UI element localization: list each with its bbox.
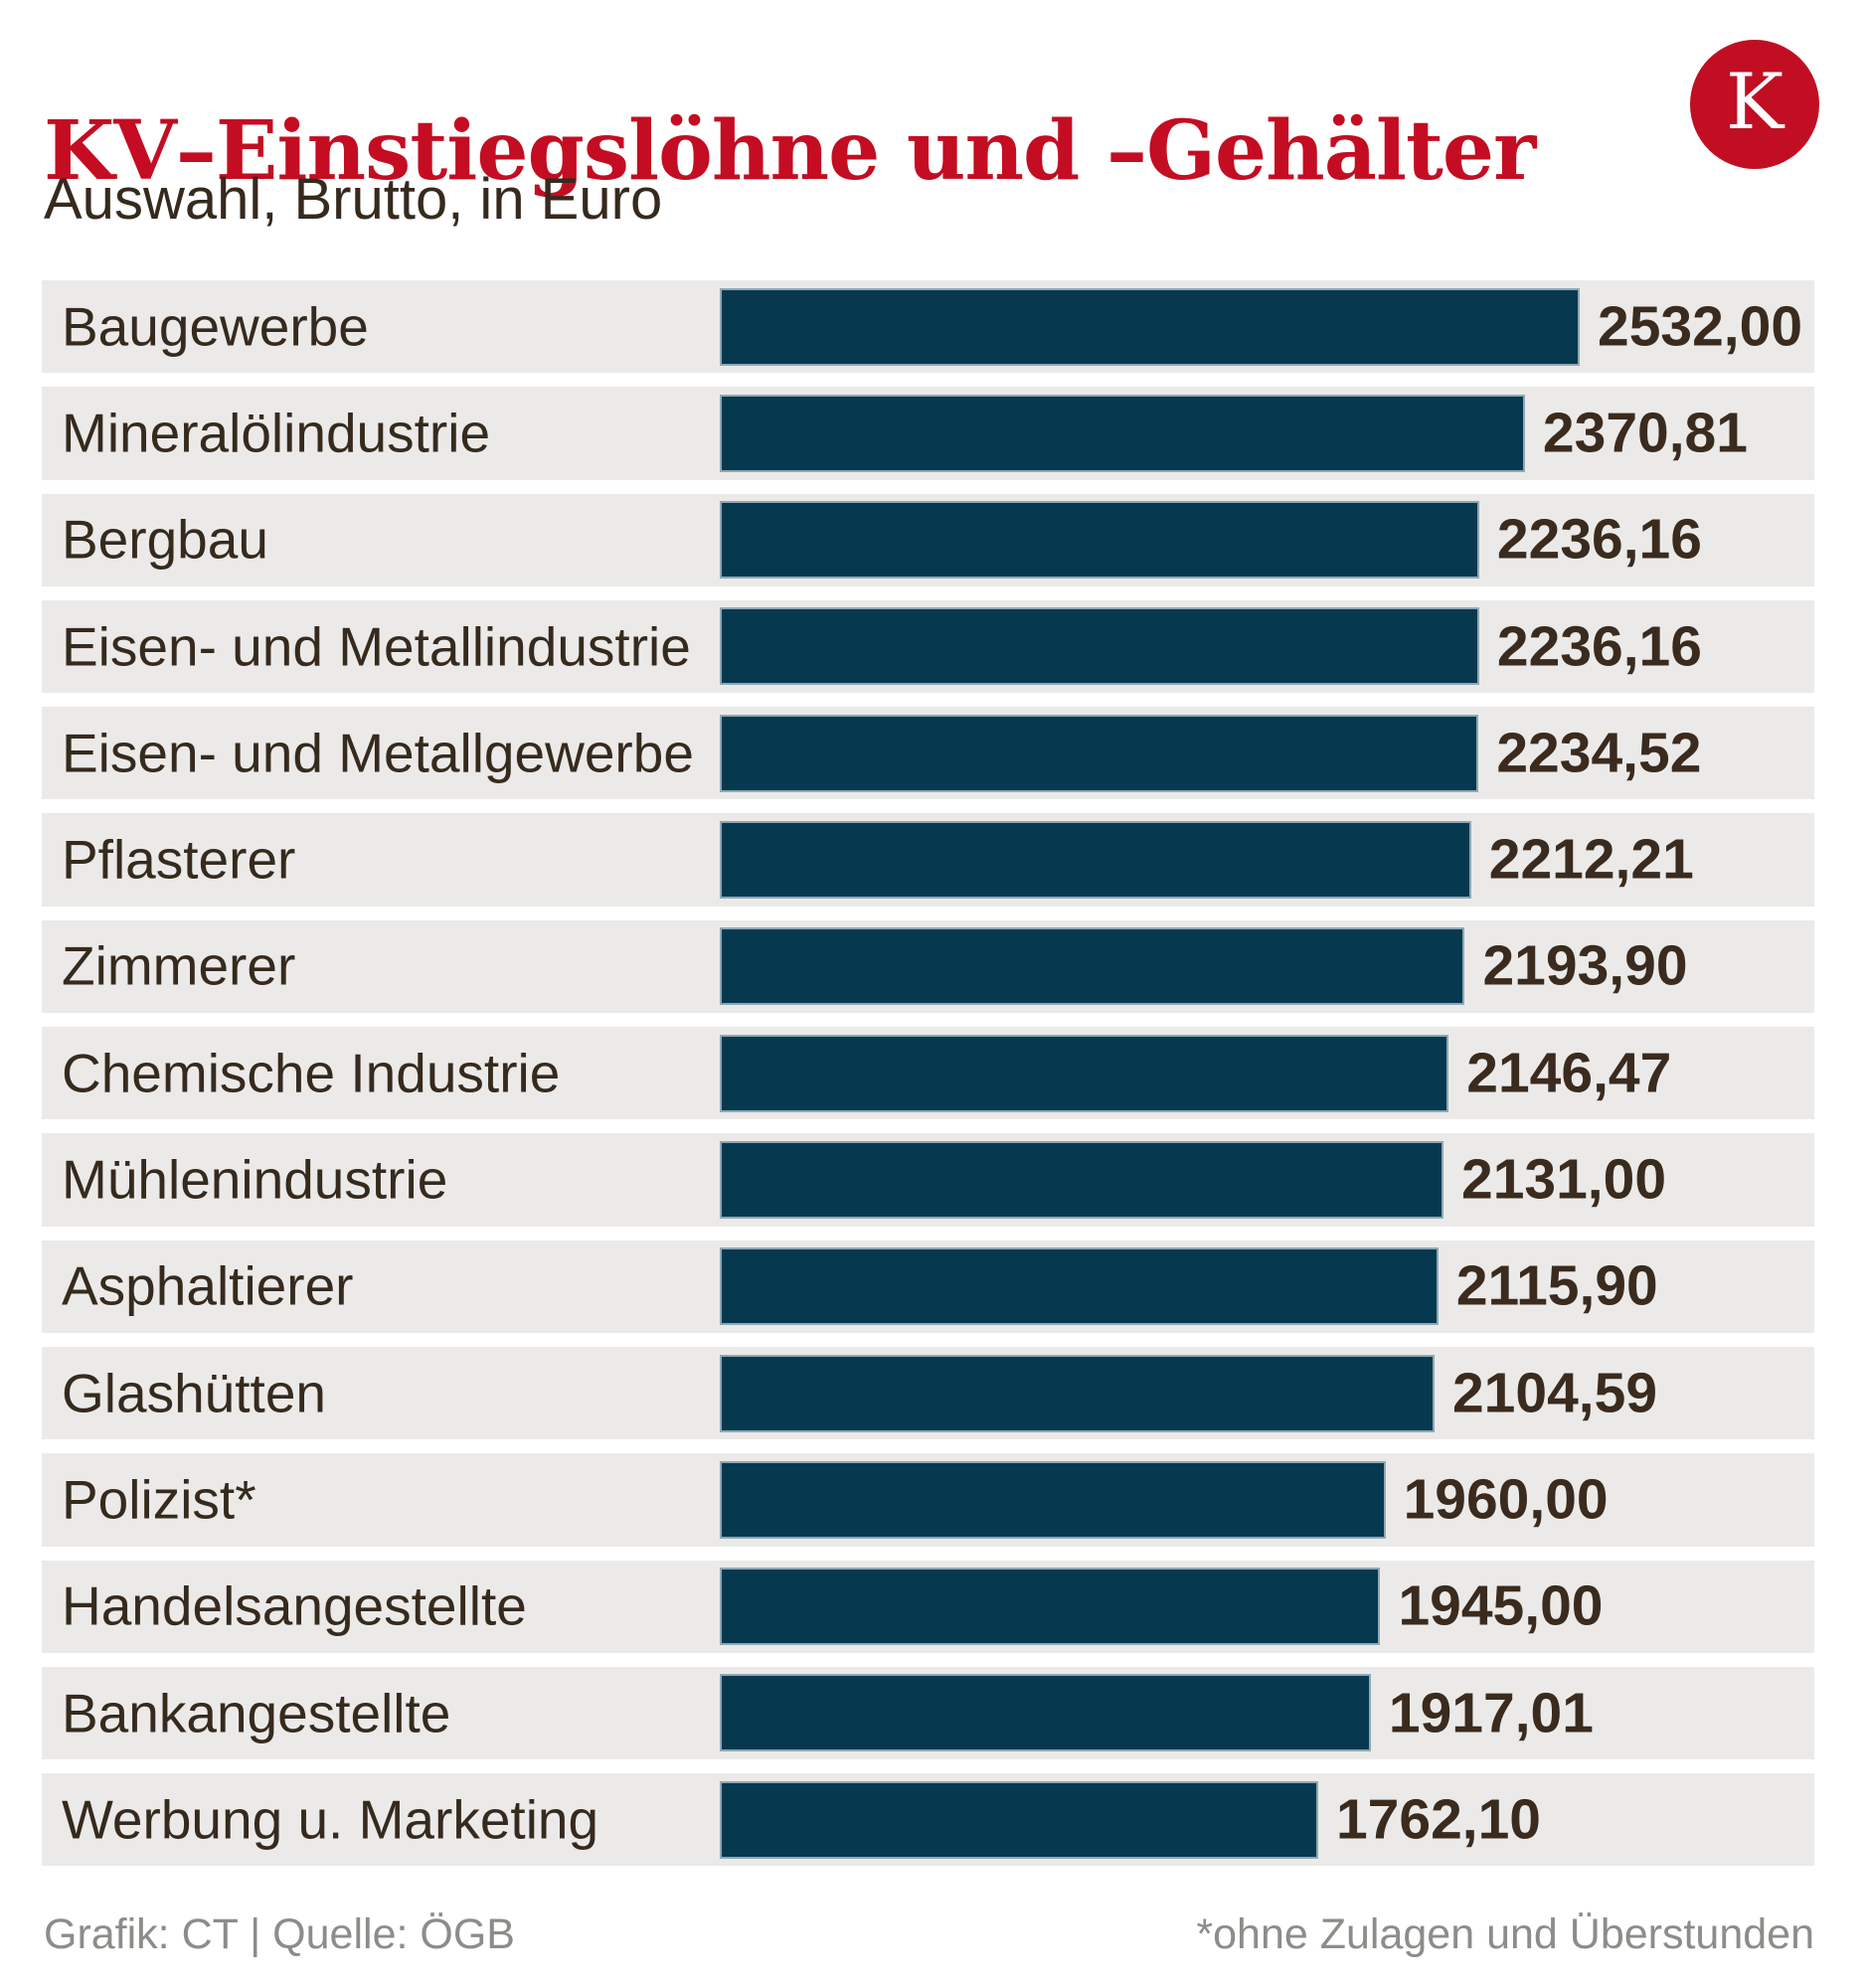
table-row: Chemische Industrie 2146,47 bbox=[42, 1027, 1814, 1120]
value-bar bbox=[720, 1140, 1443, 1219]
category-label: Bankangestellte bbox=[62, 1682, 451, 1743]
category-label: Asphaltierer bbox=[62, 1254, 354, 1317]
category-label: Eisen- und Metallgewerbe bbox=[62, 722, 694, 784]
value-label: 2193,90 bbox=[1482, 933, 1688, 998]
value-label: 2236,16 bbox=[1496, 614, 1702, 679]
value-label: 2236,16 bbox=[1496, 507, 1702, 572]
category-label: Baugewerbe bbox=[62, 295, 369, 358]
footer-credit: Grafik: CT | Quelle: ÖGB bbox=[44, 1910, 515, 1958]
value-label: 2212,21 bbox=[1488, 827, 1694, 892]
value-label: 2115,90 bbox=[1455, 1253, 1658, 1318]
table-row: Werbung u. Marketing 1762,10 bbox=[42, 1773, 1814, 1867]
logo-letter: K bbox=[1725, 58, 1784, 147]
category-label: Glashütten bbox=[62, 1362, 327, 1424]
value-label: 1917,01 bbox=[1388, 1681, 1594, 1744]
category-label: Bergbau bbox=[62, 508, 268, 571]
table-row: Mühlenindustrie 2131,00 bbox=[42, 1133, 1814, 1227]
value-bar bbox=[720, 714, 1479, 792]
value-bar bbox=[720, 1780, 1318, 1859]
table-row: Eisen- und Metallgewerbe 2234,52 bbox=[42, 707, 1814, 800]
value-label: 2104,59 bbox=[1451, 1361, 1658, 1425]
table-row: Baugewerbe 2532,00 bbox=[42, 280, 1814, 374]
value-bar bbox=[720, 1568, 1381, 1646]
value-bar bbox=[720, 287, 1580, 366]
table-row: Handelsangestellte 1945,00 bbox=[42, 1560, 1814, 1653]
table-row: Eisen- und Metallindustrie 2236,16 bbox=[42, 599, 1814, 694]
value-bar bbox=[720, 1460, 1386, 1539]
category-label: Pflasterer bbox=[62, 828, 296, 891]
value-label: 2131,00 bbox=[1461, 1147, 1667, 1212]
value-label: 2532,00 bbox=[1598, 294, 1803, 359]
category-label: Werbung u. Marketing bbox=[62, 1788, 599, 1851]
category-label: Chemische Industrie bbox=[62, 1042, 561, 1104]
table-row: Glashütten 2104,59 bbox=[42, 1346, 1814, 1440]
value-bar bbox=[720, 607, 1479, 686]
category-label: Handelsangestellte bbox=[62, 1574, 527, 1637]
category-label: Eisen- und Metallindustrie bbox=[62, 615, 691, 678]
value-label: 1762,10 bbox=[1335, 1787, 1542, 1852]
table-row: Mineralölindustrie 2370,81 bbox=[42, 387, 1814, 480]
value-label: 1945,00 bbox=[1398, 1574, 1604, 1638]
value-label: 2370,81 bbox=[1542, 401, 1748, 465]
table-row: Bankangestellte 1917,01 bbox=[42, 1666, 1814, 1760]
category-label: Mineralölindustrie bbox=[62, 402, 491, 464]
value-label: 1960,00 bbox=[1403, 1467, 1609, 1532]
bar-chart: Baugewerbe 2532,00 Mineralölindustrie 23… bbox=[42, 280, 1814, 1880]
category-label: Mühlenindustrie bbox=[62, 1148, 448, 1211]
value-bar bbox=[720, 394, 1525, 472]
chart-subtitle: Auswahl, Brutto, in Euro bbox=[44, 167, 663, 232]
value-label: 2234,52 bbox=[1496, 721, 1702, 785]
value-bar bbox=[720, 501, 1479, 580]
footer-note: *ohne Zulagen und Überstunden bbox=[1196, 1910, 1814, 1958]
value-bar bbox=[720, 1034, 1449, 1112]
value-bar bbox=[720, 1247, 1439, 1326]
category-label: Polizist* bbox=[62, 1468, 256, 1531]
table-row: Polizist* 1960,00 bbox=[42, 1453, 1814, 1547]
value-bar bbox=[720, 1674, 1371, 1752]
value-bar bbox=[720, 927, 1465, 1006]
table-row: Pflasterer 2212,21 bbox=[42, 813, 1814, 907]
table-row: Asphaltierer 2115,90 bbox=[42, 1240, 1814, 1333]
value-label: 2146,47 bbox=[1466, 1041, 1672, 1105]
kurier-logo: K bbox=[1690, 40, 1819, 169]
category-label: Zimmerer bbox=[62, 934, 296, 997]
page-title: KV–Einstiegslöhne und –Gehälter bbox=[44, 102, 1536, 199]
table-row: Zimmerer 2193,90 bbox=[42, 919, 1814, 1014]
value-bar bbox=[720, 1354, 1435, 1432]
table-row: Bergbau 2236,16 bbox=[42, 493, 1814, 586]
value-bar bbox=[720, 821, 1471, 900]
